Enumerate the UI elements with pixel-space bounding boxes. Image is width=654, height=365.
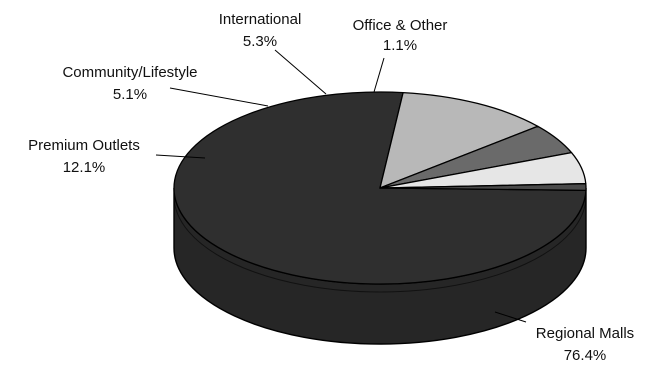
pie-slice-office-other (379, 183, 587, 191)
leader-line-regional-malls (494, 311, 527, 323)
leader-line-office-other (373, 57, 385, 93)
leader-line-premium-outlets (155, 154, 206, 159)
slice-value-international: 5.3% (243, 33, 277, 50)
slice-value-premium-outlets: 12.1% (63, 159, 106, 176)
slice-value-community-lifestyle: 5.1% (113, 86, 147, 103)
slice-label-premium-outlets: Premium Outlets (28, 137, 140, 154)
leader-lines (155, 49, 527, 323)
slice-label-international: International (219, 11, 302, 28)
slice-labels: Regional Malls 76.4% Premium Outlets 12.1% C… (28, 11, 634, 364)
slice-label-community-lifestyle: Community/Lifestyle (62, 64, 197, 81)
leader-line-community-lifestyle (169, 87, 269, 107)
slice-value-office-other: 1.1% (383, 37, 417, 54)
slice-value-regional-malls: 76.4% (564, 347, 607, 364)
leader-line-international (274, 49, 327, 95)
pie-slice-premium-outlets (379, 91, 539, 189)
slice-label-regional-malls: Regional Malls (536, 325, 634, 342)
slice-label-office-other: Office & Other (353, 17, 448, 34)
pie-slices (173, 91, 587, 285)
pie-side-edge (173, 195, 587, 293)
